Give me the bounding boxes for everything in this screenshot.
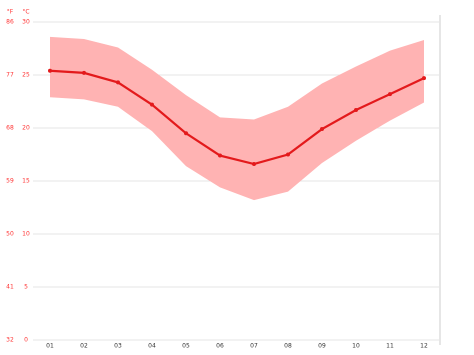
point	[150, 102, 154, 107]
y-tick-label: 30	[22, 19, 30, 26]
x-tick-label: 07	[250, 343, 258, 350]
point	[184, 131, 188, 136]
range-band	[50, 36, 424, 201]
point	[422, 76, 426, 81]
point	[116, 80, 120, 85]
x-tick-label: 02	[80, 343, 88, 350]
point	[286, 152, 290, 157]
point	[218, 153, 222, 158]
x-tick-label: 11	[386, 343, 394, 350]
y-tick-label: 15	[22, 178, 30, 185]
x-tick-label: 03	[114, 343, 122, 350]
y2-tick-label: 50	[6, 231, 14, 238]
y2-tick-label: 32	[6, 337, 14, 344]
point	[354, 107, 358, 112]
x-tick-label: 06	[216, 343, 224, 350]
y2-tick-label: 68	[6, 125, 14, 132]
y-tick-label: 0	[24, 337, 28, 344]
y-tick-label: 25	[22, 72, 30, 79]
point	[82, 70, 86, 75]
x-tick-label: 10	[352, 343, 360, 350]
y2-tick-label: 59	[6, 178, 14, 185]
y2-tick-label: 77	[6, 72, 14, 79]
y-tick-label: 20	[22, 125, 30, 132]
point	[388, 92, 392, 97]
x-tick-label: 09	[318, 343, 326, 350]
point	[48, 68, 52, 73]
x-tick-label: 12	[420, 343, 428, 350]
x-tick-label: 04	[148, 343, 156, 350]
point	[252, 162, 256, 167]
y-unit: °C	[22, 9, 29, 16]
y2-unit: °F	[7, 9, 14, 16]
mean-line	[49, 69, 425, 166]
x-tick-label: 08	[284, 343, 292, 350]
y-tick-label: 10	[22, 231, 30, 238]
y2-tick-label: 86	[6, 19, 14, 26]
point	[320, 127, 324, 132]
x-tick-label: 05	[182, 343, 190, 350]
x-tick-label: 01	[46, 343, 54, 350]
y2-tick-label: 41	[6, 284, 14, 291]
y-tick-label: 5	[24, 284, 28, 291]
